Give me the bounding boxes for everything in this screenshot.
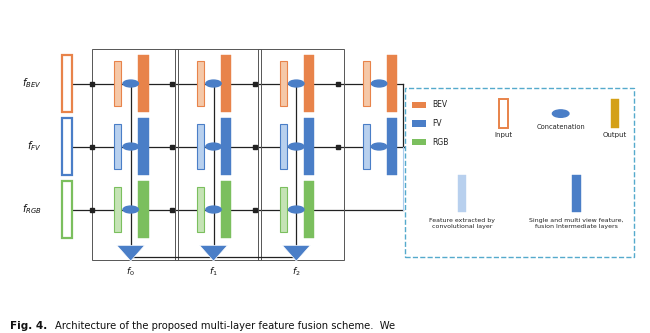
Circle shape xyxy=(372,143,387,150)
Circle shape xyxy=(372,80,387,87)
Text: $f_{RGB}$: $f_{RGB}$ xyxy=(22,202,42,216)
Bar xyxy=(138,118,149,175)
Text: Concatenation: Concatenation xyxy=(536,125,585,131)
Bar xyxy=(280,61,287,106)
Text: Architecture of the proposed multi-layer feature fusion scheme.  We
instantiate : Architecture of the proposed multi-layer… xyxy=(55,321,439,333)
Circle shape xyxy=(552,110,569,117)
Bar xyxy=(280,187,287,232)
Bar xyxy=(304,118,314,175)
Circle shape xyxy=(289,80,304,87)
Bar xyxy=(456,115,467,178)
Text: Input: Input xyxy=(494,132,512,138)
Text: FV: FV xyxy=(433,119,442,128)
Bar xyxy=(198,61,204,106)
Bar xyxy=(412,139,426,146)
Text: $f_0$: $f_0$ xyxy=(126,265,135,278)
Bar xyxy=(404,88,634,257)
Bar xyxy=(363,61,370,106)
Bar xyxy=(198,187,204,232)
Bar xyxy=(176,49,261,260)
Bar xyxy=(387,118,397,175)
Bar xyxy=(387,55,397,112)
Circle shape xyxy=(289,143,304,150)
Bar xyxy=(304,181,314,238)
Bar xyxy=(62,55,72,112)
Text: RGB: RGB xyxy=(433,138,449,147)
Circle shape xyxy=(123,143,138,150)
Bar xyxy=(114,124,122,169)
Text: Fig. 4.: Fig. 4. xyxy=(10,321,47,331)
Circle shape xyxy=(289,206,304,213)
Bar xyxy=(412,102,426,108)
Text: $f_{BEV}$: $f_{BEV}$ xyxy=(22,77,42,91)
Bar xyxy=(114,187,122,232)
Bar xyxy=(573,175,580,212)
Circle shape xyxy=(206,206,221,213)
Bar xyxy=(138,181,149,238)
Bar xyxy=(114,61,122,106)
Polygon shape xyxy=(117,245,145,261)
Bar xyxy=(304,55,314,112)
Bar xyxy=(198,124,204,169)
Bar xyxy=(221,55,231,112)
Circle shape xyxy=(123,206,138,213)
Polygon shape xyxy=(200,245,227,261)
Circle shape xyxy=(426,143,443,150)
Bar xyxy=(412,121,426,127)
Bar xyxy=(258,49,344,260)
Text: Feature extracted by
convolutional layer: Feature extracted by convolutional layer xyxy=(429,218,495,229)
Bar xyxy=(363,124,370,169)
Bar xyxy=(280,124,287,169)
Bar xyxy=(458,175,466,212)
Circle shape xyxy=(123,80,138,87)
Polygon shape xyxy=(282,245,310,261)
Circle shape xyxy=(206,80,221,87)
Text: Output: Output xyxy=(603,132,627,138)
Bar xyxy=(62,181,72,238)
Bar xyxy=(221,118,231,175)
Bar xyxy=(138,55,149,112)
Text: $f_{FV}$: $f_{FV}$ xyxy=(27,140,42,154)
Text: BEV: BEV xyxy=(433,101,448,110)
Text: $f_2$: $f_2$ xyxy=(292,265,300,278)
Bar xyxy=(221,181,231,238)
Circle shape xyxy=(206,143,221,150)
Text: $f_1$: $f_1$ xyxy=(209,265,218,278)
Bar xyxy=(62,118,72,175)
Text: Single and multi view feature,
fusion Intermediate layers: Single and multi view feature, fusion In… xyxy=(529,218,624,229)
Text: $f_3$: $f_3$ xyxy=(476,128,485,142)
Bar xyxy=(611,99,619,128)
Bar xyxy=(499,99,508,128)
Bar xyxy=(92,49,179,260)
